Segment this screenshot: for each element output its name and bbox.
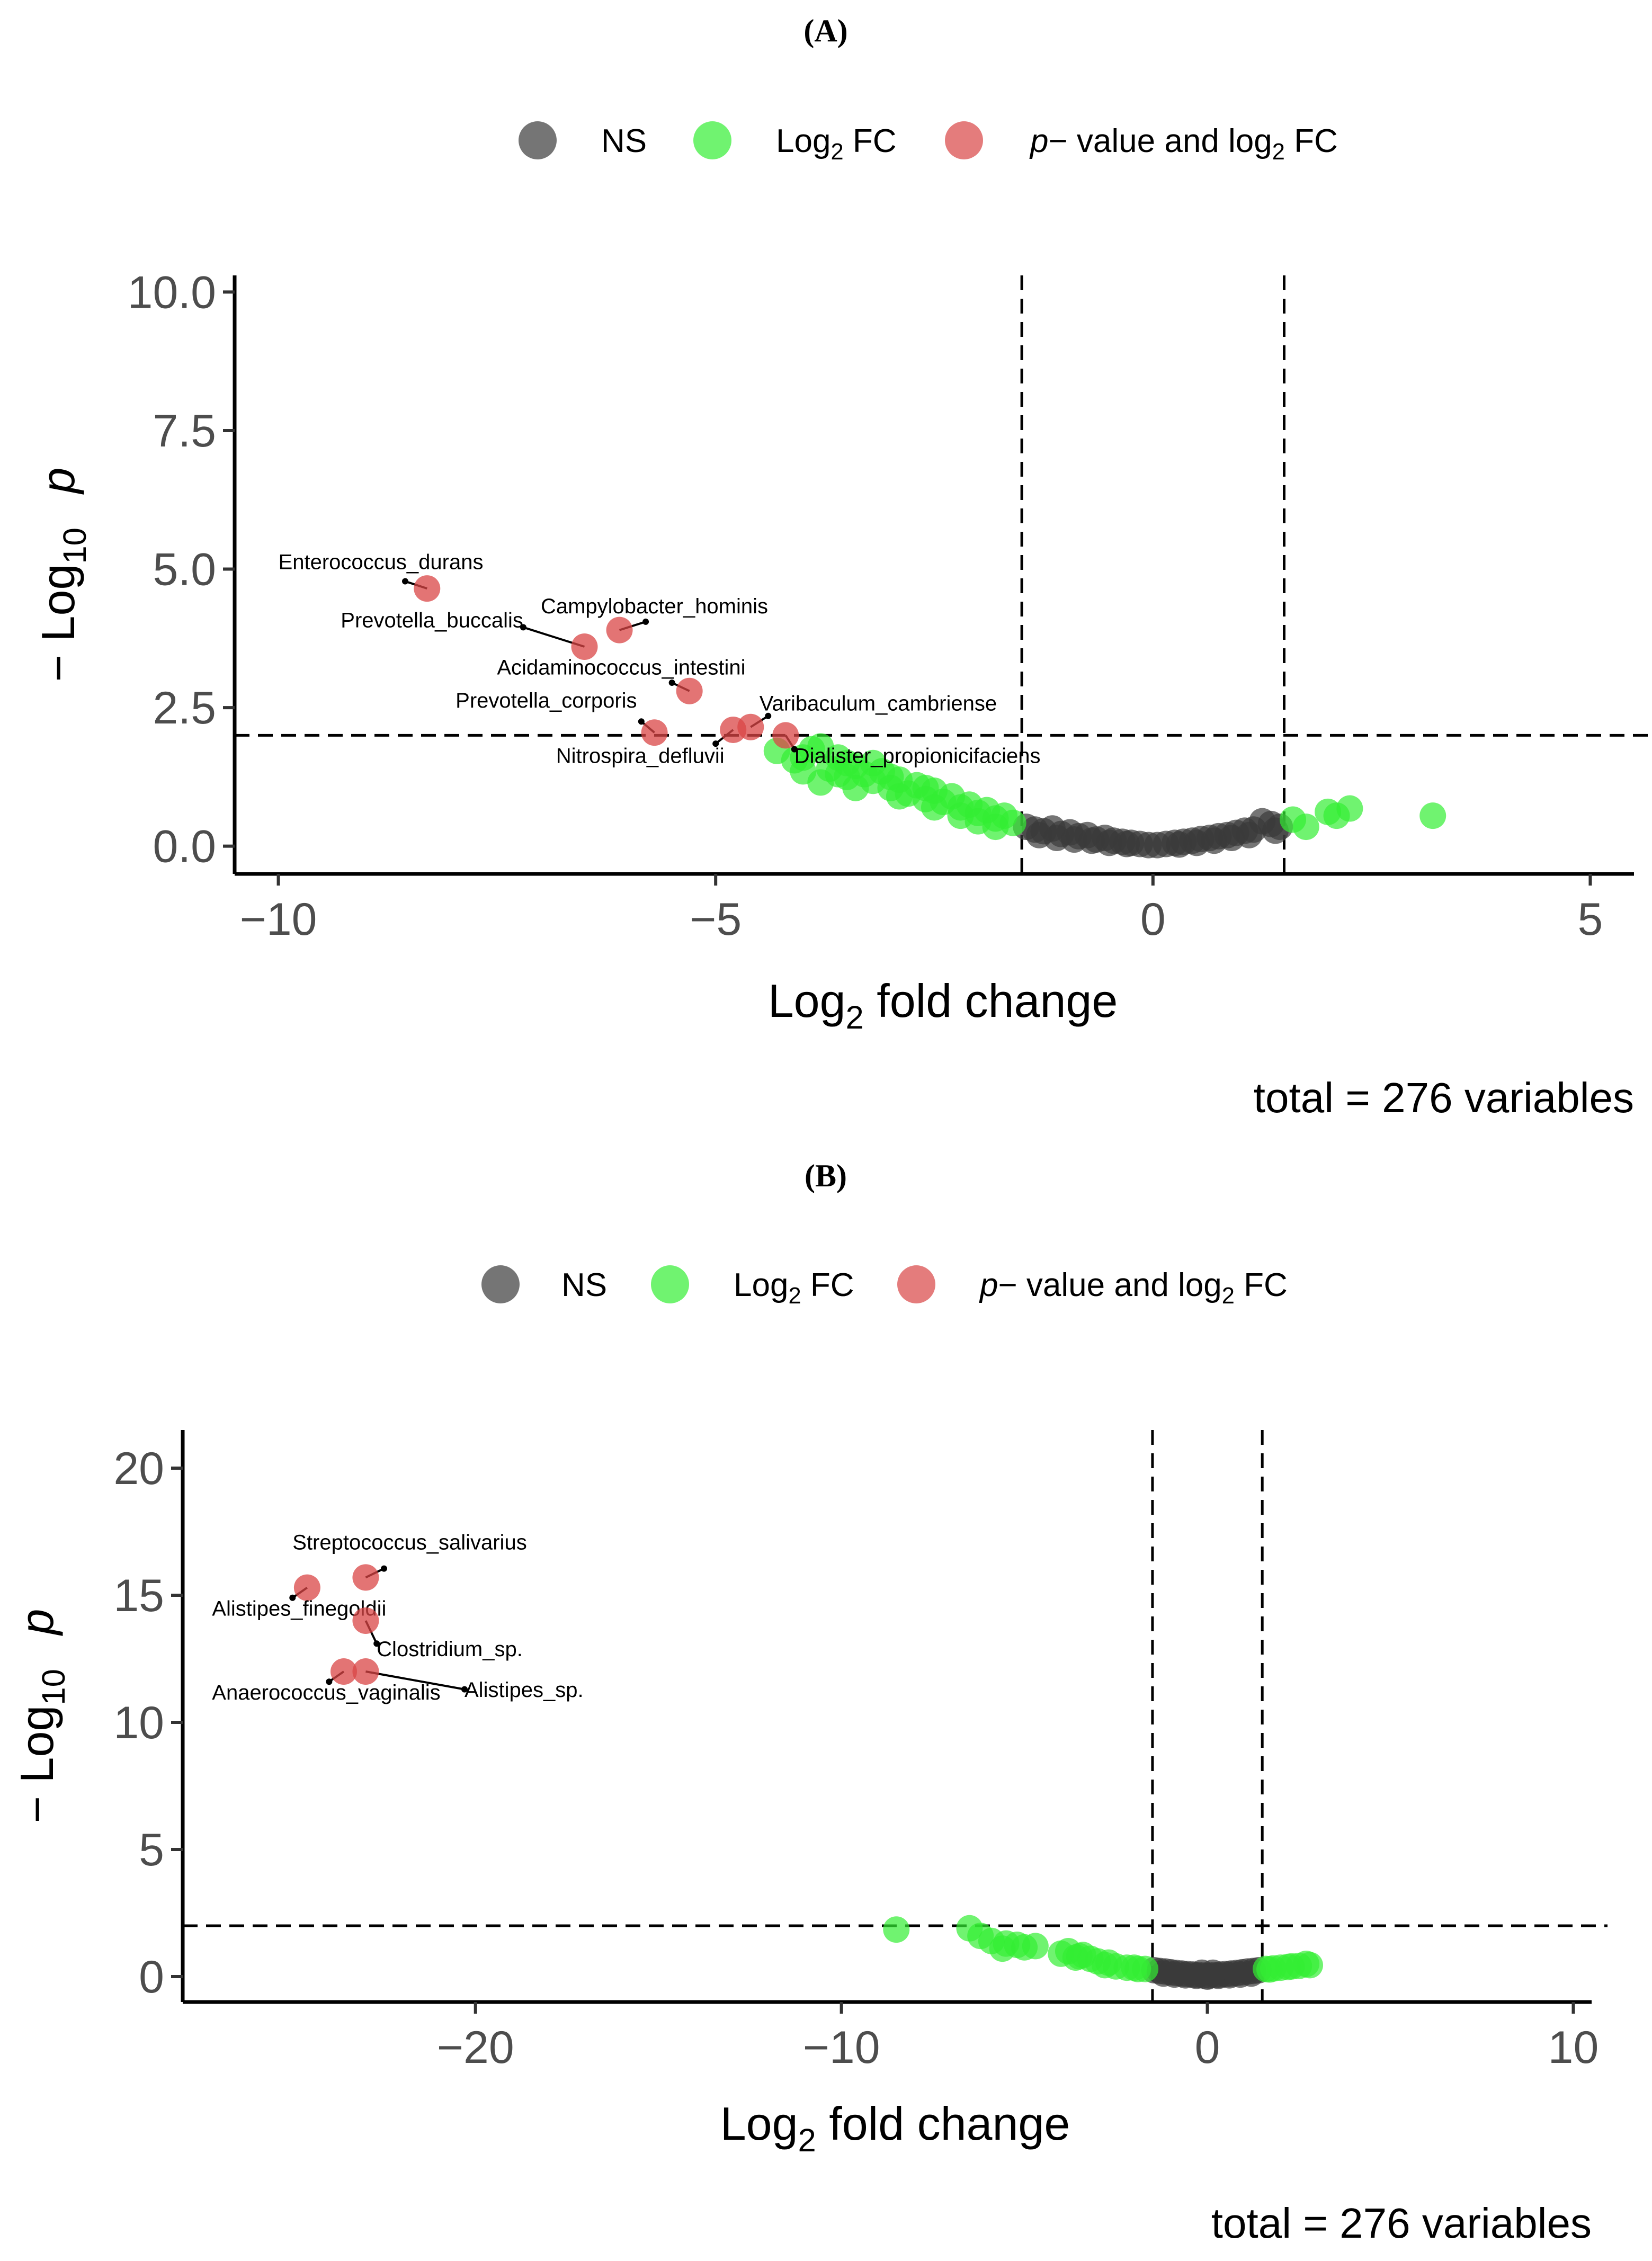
point-label: Streptococcus_salivarius bbox=[292, 1531, 526, 1554]
fc-point bbox=[912, 774, 939, 801]
y-tick-label: 5 bbox=[139, 1825, 164, 1875]
point-label: Varibaculum_cambriense bbox=[760, 692, 997, 715]
fc-point bbox=[1336, 795, 1363, 822]
panel-b: (B) NS Log2 FC p− value and log2 FC 0 5 10 15 20… bbox=[11, 1158, 1608, 2247]
legend-label-both: p− value and log2 FC bbox=[1029, 123, 1338, 165]
y-tick-label: 2.5 bbox=[153, 683, 216, 734]
label-arrowhead bbox=[373, 1640, 380, 1647]
significant-point bbox=[352, 1607, 379, 1634]
fc-point bbox=[1066, 1943, 1093, 1970]
label-arrowhead bbox=[326, 1678, 333, 1685]
x-tick-label: 0 bbox=[1140, 894, 1166, 945]
legend-label-ns: NS bbox=[561, 1267, 607, 1303]
significant-point bbox=[641, 719, 668, 746]
x-tick-label: 10 bbox=[1548, 2022, 1599, 2073]
label-arrowhead bbox=[520, 624, 526, 631]
fc-point bbox=[883, 1916, 910, 1943]
total-caption: total = 276 variables bbox=[1211, 2200, 1592, 2247]
fc-point bbox=[1256, 1956, 1283, 1983]
fc-point bbox=[1419, 802, 1446, 829]
ns-point bbox=[1113, 830, 1140, 857]
label-arrowhead bbox=[638, 718, 645, 725]
point-label: Anaerococcus_vaginalis bbox=[212, 1681, 440, 1704]
legend-key-both bbox=[945, 121, 983, 159]
significant-point bbox=[571, 633, 598, 660]
x-tick-label: 0 bbox=[1195, 2022, 1220, 2073]
x-axis-title: Log2 fold change bbox=[768, 975, 1118, 1036]
ns-point bbox=[1199, 1959, 1226, 1986]
point-label: Acidaminococcus_intestini bbox=[497, 656, 745, 679]
x-axis-title: Log2 fold change bbox=[720, 2097, 1070, 2159]
significant-point bbox=[352, 1658, 379, 1685]
label-arrowhead bbox=[712, 740, 719, 747]
fc-point bbox=[982, 814, 1009, 841]
point-label: Prevotella_buccalis bbox=[341, 609, 523, 632]
significant-point bbox=[331, 1658, 357, 1685]
label-arrowhead bbox=[642, 618, 649, 625]
legend-label-fc: Log2 FC bbox=[776, 123, 896, 165]
significant-point bbox=[606, 616, 633, 644]
y-tick-label: 7.5 bbox=[153, 406, 216, 457]
y-tick-label: 15 bbox=[113, 1570, 164, 1621]
significant-point bbox=[352, 1564, 379, 1591]
x-tick-label: −10 bbox=[240, 894, 317, 945]
x-tick-label: 5 bbox=[1578, 894, 1603, 945]
legend-key-fc bbox=[693, 121, 731, 159]
fc-point bbox=[877, 763, 904, 790]
label-connector bbox=[365, 1670, 465, 1691]
fc-point bbox=[1292, 814, 1319, 841]
point-label: Campylobacter_hominis bbox=[541, 595, 768, 618]
y-tick-label: 0.0 bbox=[153, 821, 216, 872]
fc-point bbox=[1121, 1954, 1148, 1981]
point-label: Nitrospira_defluvii bbox=[556, 745, 725, 768]
point-label: Clostridium_sp. bbox=[377, 1638, 523, 1661]
total-caption: total = 276 variables bbox=[1254, 1074, 1634, 1121]
x-tick-label: −20 bbox=[437, 2022, 514, 2073]
label-arrowhead bbox=[791, 746, 798, 753]
label-arrowhead bbox=[668, 680, 675, 686]
x-tick-label: −5 bbox=[690, 894, 742, 945]
legend-key-both bbox=[897, 1265, 935, 1303]
fc-point bbox=[947, 802, 974, 829]
legend: NS Log2 FC p− value and log2 FC bbox=[519, 121, 1338, 165]
fc-point bbox=[1278, 1953, 1305, 1980]
panel-label: (B) bbox=[805, 1158, 847, 1193]
significant-point bbox=[676, 677, 703, 704]
legend: NS Log2 FC p− value and log2 FC bbox=[481, 1265, 1288, 1309]
y-tick-label: 10.0 bbox=[128, 267, 216, 318]
panel-label: (A) bbox=[803, 13, 847, 48]
legend-label-both: p− value and log2 FC bbox=[979, 1267, 1288, 1309]
x-tick-label: −10 bbox=[803, 2022, 880, 2073]
legend-key-ns bbox=[519, 121, 557, 159]
point-label: Prevotella_corporis bbox=[456, 689, 637, 712]
legend-label-fc: Log2 FC bbox=[734, 1267, 854, 1309]
y-tick-label: 0 bbox=[139, 1952, 164, 2003]
y-tick-label: 20 bbox=[113, 1443, 164, 1494]
point-label: Alistipes_sp. bbox=[465, 1678, 584, 1702]
significant-point bbox=[414, 575, 441, 602]
legend-key-ns bbox=[481, 1265, 520, 1303]
legend-label-ns: NS bbox=[601, 123, 647, 159]
fc-point bbox=[1022, 1933, 1049, 1960]
label-arrowhead bbox=[765, 712, 772, 719]
legend-key-fc bbox=[651, 1265, 689, 1303]
label-arrowhead bbox=[289, 1594, 296, 1601]
y-tick-label: 10 bbox=[113, 1697, 164, 1748]
label-arrowhead bbox=[461, 1686, 468, 1693]
ns-point bbox=[1236, 821, 1263, 848]
point-label: Enterococcus_durans bbox=[279, 551, 484, 574]
significant-point bbox=[772, 722, 799, 749]
y-axis-title: − Log10 p bbox=[32, 468, 93, 682]
y-axis-title: − Log10 p bbox=[11, 1609, 72, 1824]
fc-point bbox=[825, 761, 852, 788]
y-tick-label: 5.0 bbox=[153, 544, 216, 595]
panel-a: (A) NS Log2 FC p− value and log2 FC 0.0 2.5 5.… bbox=[32, 13, 1650, 1121]
label-arrowhead bbox=[401, 578, 408, 585]
label-arrowhead bbox=[381, 1565, 387, 1572]
significant-point bbox=[737, 713, 764, 740]
fc-point bbox=[1095, 1949, 1122, 1976]
point-label: Dialister_propionicifaciens bbox=[794, 745, 1041, 768]
significant-point bbox=[293, 1574, 320, 1601]
